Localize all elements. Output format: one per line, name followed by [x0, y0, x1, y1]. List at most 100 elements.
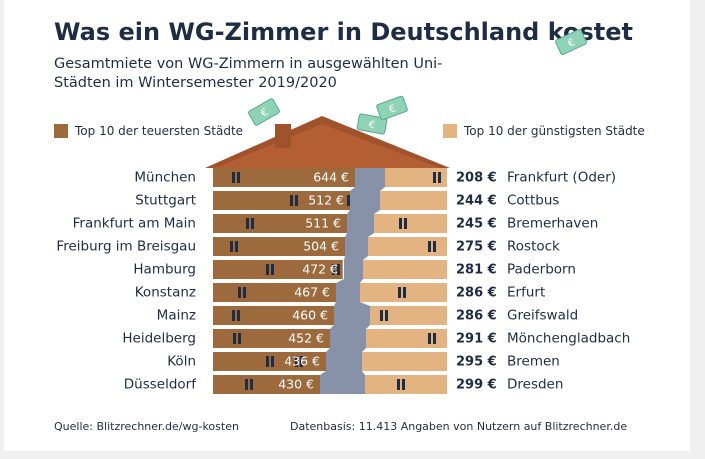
value-label-expensive: 436 €: [284, 354, 320, 369]
window-icon: [232, 172, 240, 183]
window-icon: [399, 218, 407, 229]
category-label-expensive: München: [134, 170, 196, 186]
value-label-cheap: 286 €: [456, 309, 497, 324]
legend-expensive: Top 10 der teuersten Städte: [54, 124, 243, 138]
chimney-icon: [275, 124, 291, 148]
value-label-cheap: 244 €: [456, 194, 497, 209]
bar-cheap: [363, 260, 447, 279]
bar-cheap: [374, 214, 447, 233]
bar-expensive: [213, 168, 390, 187]
window-icon: [295, 356, 303, 367]
window-icon: [380, 310, 388, 321]
euro-banknote-icon: €: [555, 28, 587, 56]
window-icon: [433, 172, 441, 183]
bar-cheap: [365, 375, 447, 394]
window-icon: [246, 218, 254, 229]
category-label-cheap: Frankfurt (Oder): [507, 170, 616, 186]
category-label-expensive: Frankfurt am Main: [73, 216, 196, 232]
svg-text:€: €: [259, 107, 270, 120]
category-label-cheap: Bremerhaven: [507, 216, 598, 232]
bar-expensive: [213, 306, 340, 325]
window-icon: [266, 356, 274, 367]
staircase: [320, 168, 385, 394]
window-icon: [332, 264, 340, 275]
category-label-cheap: Paderborn: [507, 262, 576, 278]
source-note: Quelle: Blitzrechner.de/wg-kosten: [54, 420, 239, 433]
expensive-bars: [213, 168, 390, 394]
euro-banknote-icon: €: [376, 95, 408, 121]
window-icon: [428, 333, 436, 344]
category-label-cheap: Greifswald: [507, 308, 578, 324]
category-label-cheap: Cottbus: [507, 193, 559, 209]
category-label-cheap: Erfurt: [507, 285, 545, 301]
window-icon: [290, 195, 298, 206]
bar-expensive: [213, 191, 354, 210]
bar-expensive: [213, 375, 332, 394]
category-label-cheap: Dresden: [507, 377, 563, 393]
bar-expensive: [213, 329, 338, 348]
legend-cheap: Top 10 der günstigsten Städte: [443, 124, 645, 138]
category-label-expensive: Köln: [167, 354, 196, 370]
window-icon: [233, 333, 241, 344]
category-label-expensive: Konstanz: [135, 285, 196, 301]
value-label-cheap: 291 €: [456, 332, 497, 347]
cheap-bars: [295, 168, 447, 394]
value-label-cheap: 286 €: [456, 286, 497, 301]
value-label-cheap: 245 €: [456, 217, 497, 232]
window-icon: [238, 287, 246, 298]
bar-cheap: [385, 168, 447, 187]
value-label-expensive: 452 €: [288, 331, 324, 346]
value-label-cheap: 299 €: [456, 378, 497, 393]
category-label-expensive: Stuttgart: [135, 193, 196, 209]
value-label-expensive: 511 €: [305, 216, 341, 231]
value-label-expensive: 512 €: [308, 193, 344, 208]
category-label-cheap: Bremen: [507, 354, 560, 370]
window-icon: [245, 379, 253, 390]
category-label-cheap: Rostock: [507, 239, 560, 255]
value-label-expensive: 504 €: [303, 239, 339, 254]
chart-title: Was ein WG-Zimmer in Deutschland kostet: [54, 18, 634, 46]
legend-swatch-cheap: [443, 124, 457, 138]
bar-cheap: [366, 329, 447, 348]
legend-label-cheap: Top 10 der günstigsten Städte: [464, 124, 645, 138]
bar-cheap: [368, 237, 447, 256]
category-label-cheap: Mönchengladbach: [507, 331, 630, 347]
window-icon: [397, 379, 405, 390]
expensive-labels: München 644 € Stuttgart 512 € Frankfurt am M…: [56, 170, 349, 393]
roof-inner: [215, 124, 440, 168]
category-label-expensive: Düsseldorf: [124, 377, 197, 393]
value-label-expensive: 644 €: [313, 170, 349, 185]
bar-expensive: [213, 237, 352, 256]
category-label-expensive: Hamburg: [133, 262, 196, 278]
bar-cheap: [362, 352, 447, 371]
category-label-expensive: Mainz: [157, 308, 196, 324]
value-label-cheap: 208 €: [456, 171, 497, 186]
category-label-expensive: Heidelberg: [122, 331, 196, 347]
chart-subtitle: Gesamtmiete von WG-Zimmern in ausgewählt…: [54, 56, 443, 91]
euro-banknote-icon: €: [248, 98, 280, 126]
value-label-cheap: 275 €: [456, 240, 497, 255]
cheap-labels: 208 € Frankfurt (Oder) 244 € Cottbus 245 € Br…: [456, 170, 630, 393]
window-icon: [428, 241, 436, 252]
value-label-cheap: 281 €: [456, 263, 497, 278]
value-label-cheap: 295 €: [456, 355, 497, 370]
legend-swatch-expensive: [54, 124, 68, 138]
euro-banknote-icon: €: [356, 113, 388, 135]
value-label-expensive: 430 €: [278, 377, 314, 392]
value-label-expensive: 460 €: [292, 308, 328, 323]
value-label-expensive: 472 €: [302, 262, 338, 277]
window-icon: [230, 241, 238, 252]
bar-expensive: [213, 260, 343, 279]
category-label-expensive: Freiburg im Breisgau: [56, 239, 196, 255]
legend-label-expensive: Top 10 der teuersten Städte: [75, 124, 244, 138]
window-icon: [398, 287, 406, 298]
svg-text:€: €: [388, 103, 398, 116]
bar-cheap: [380, 191, 447, 210]
value-label-expensive: 467 €: [294, 285, 330, 300]
bar-cheap: [370, 306, 447, 325]
window-icon: [232, 310, 240, 321]
svg-text:€: €: [566, 37, 576, 50]
svg-text:€: €: [368, 120, 376, 132]
staircase-shape: [320, 168, 385, 394]
